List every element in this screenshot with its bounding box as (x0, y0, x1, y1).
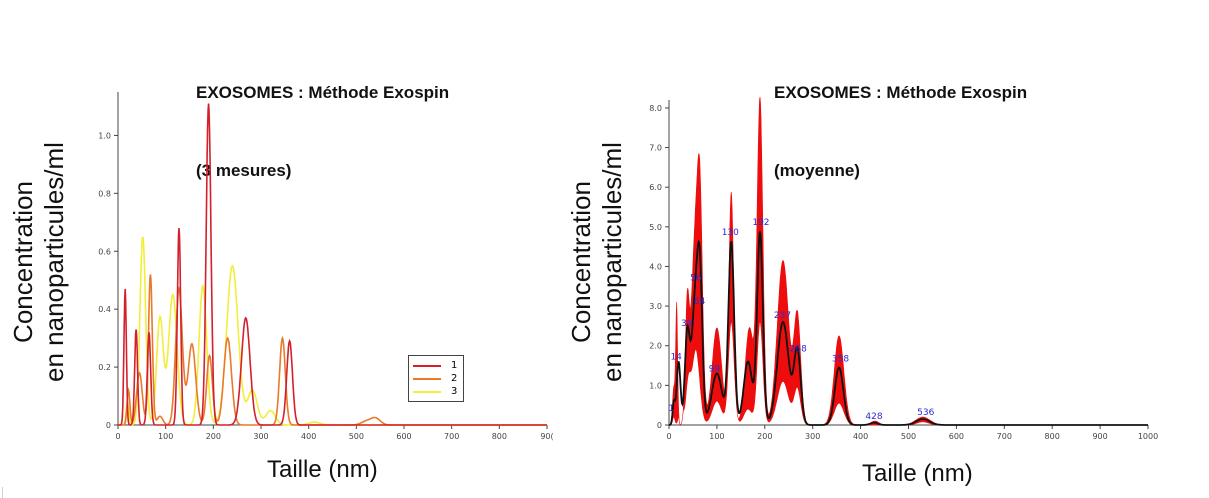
x-axis-label: Taille (nm) (267, 456, 378, 483)
plot-area-measures: 0 100 200 300 400 500 600 700 800 90( 0 0.2 0.4 0.6 0.… (98, 92, 554, 441)
x-tick-label: 800 (1045, 432, 1060, 441)
legend-entry: 2 (413, 372, 457, 385)
chart-title: EXOSOMES : Méthode Exospin (3 mesures) (196, 28, 449, 236)
peak-annotation: 99 (709, 364, 721, 374)
x-tick-label: 800 (492, 432, 507, 441)
x-tick-label: 400 (301, 432, 316, 441)
x-tick-label: 100 (709, 432, 724, 441)
error-band (668, 96, 1148, 426)
peak-annotation: 358 (832, 355, 849, 365)
peak-annotation: 536 (917, 408, 934, 418)
y-tick-label: 0.6 (98, 247, 111, 256)
y-tick-label: 1.0 (98, 131, 111, 140)
legend-label: 2 (451, 373, 458, 384)
legend: 1 2 3 (408, 355, 465, 402)
x-tick-label: 400 (853, 432, 868, 441)
plot-area-mean: 0 100 200 300 400 500 600 700 800 900 1000 0 1.0 2.0 3… (649, 96, 1158, 441)
x-tick-label: 200 (206, 432, 221, 441)
y-tick-label: 1.0 (649, 381, 662, 390)
legend-swatch (413, 377, 441, 380)
x-tick-label: 0 (666, 432, 671, 441)
x-tick-label: 600 (949, 432, 964, 441)
chart-panel-measures: EXOSOMES : Méthode Exospin (3 mesures) C… (0, 0, 560, 498)
peak-annotation: 130 (722, 228, 739, 238)
y-tick-label: 0 (657, 421, 662, 430)
divider (2, 487, 3, 498)
y-tick-label: 0.2 (98, 363, 111, 372)
x-axis-label: Taille (nm) (862, 460, 973, 487)
legend-swatch (413, 390, 441, 393)
y-tick-label: 4.0 (649, 262, 662, 271)
peak-annotation: 237 (774, 311, 791, 321)
peak-annotation: 56 (690, 273, 702, 283)
y-tick-label: 0.8 (98, 189, 111, 198)
legend-label: 3 (451, 386, 458, 397)
x-tick-label: 700 (444, 432, 459, 441)
peak-annotation: 64 (694, 297, 706, 307)
peak-annotation: 14 (670, 353, 682, 363)
x-tick-label: 100 (158, 432, 173, 441)
mean-line (669, 231, 1148, 426)
peak-annotation: 268 (790, 345, 807, 355)
chart-title-line1: EXOSOMES : Méthode Exospin (196, 83, 450, 102)
x-tick-label: 600 (396, 432, 411, 441)
legend-entry: 3 (413, 385, 457, 398)
y-tick-label: 0.4 (98, 305, 111, 314)
y-tick-label: 7.0 (649, 144, 662, 153)
legend-entry: 1 (413, 359, 457, 372)
chart-panel-mean: EXOSOMES : Méthode Exospin (moyenne) Con… (560, 0, 1209, 498)
legend-label: 1 (451, 360, 458, 371)
peak-annotation: 192 (752, 218, 769, 228)
x-tick-label: 500 (901, 432, 916, 441)
y-tick-label: 8.0 (649, 104, 662, 113)
x-tick-label: 0 (115, 432, 120, 441)
x-tick-label: 200 (757, 432, 772, 441)
peak-annotation: 428 (865, 412, 882, 422)
x-tick-label: 700 (997, 432, 1012, 441)
x-tick-label: 900 (1092, 432, 1107, 441)
legend-swatch (413, 364, 441, 367)
y-tick-label: 3.0 (649, 302, 662, 311)
peak-annotation: 1 (669, 404, 675, 414)
x-tick-label: 300 (805, 432, 820, 441)
x-tick-label: 500 (349, 432, 364, 441)
y-tick-label: 0 (106, 421, 111, 430)
x-tick-label: 90( (540, 432, 553, 441)
x-tick-label: 300 (253, 432, 268, 441)
series-line-1 (118, 103, 547, 426)
chart-title-line2: (moyenne) (774, 161, 860, 180)
chart-title-line1: EXOSOMES : Méthode Exospin (774, 83, 1028, 102)
y-tick-label: 6.0 (649, 183, 662, 192)
x-tick-label: 1000 (1138, 432, 1158, 441)
y-tick-label: 2.0 (649, 342, 662, 351)
peak-annotation: 39 (681, 319, 693, 329)
y-tick-label: 5.0 (649, 223, 662, 232)
chart-title: EXOSOMES : Méthode Exospin (moyenne) (774, 28, 1027, 236)
